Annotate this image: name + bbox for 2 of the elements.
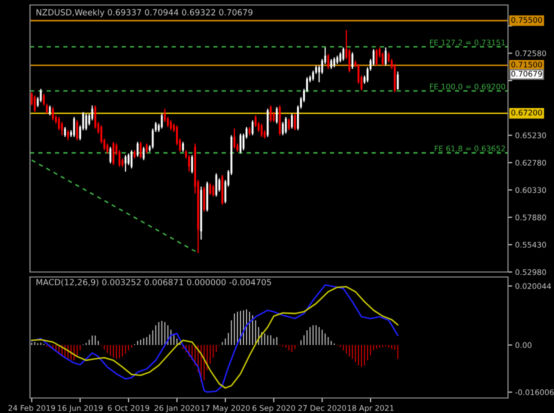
chart-title: NZDUSD,Weekly 0.69337 0.70944 0.69322 0.70679 bbox=[36, 9, 252, 18]
chart-title: MACD(12,26,9) 0.003252 0.006871 0.000000 -0.004705 bbox=[36, 278, 271, 286]
